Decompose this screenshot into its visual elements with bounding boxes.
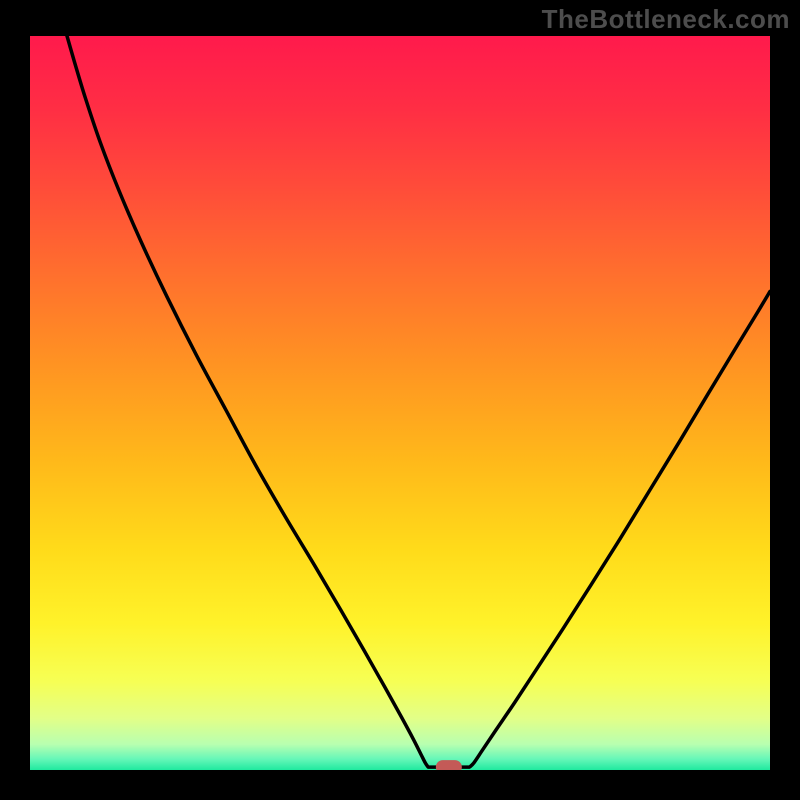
bottleneck-chart [0, 0, 800, 800]
watermark-text: TheBottleneck.com [542, 4, 790, 35]
optimal-point-marker [436, 760, 462, 774]
gradient-background [30, 36, 770, 770]
